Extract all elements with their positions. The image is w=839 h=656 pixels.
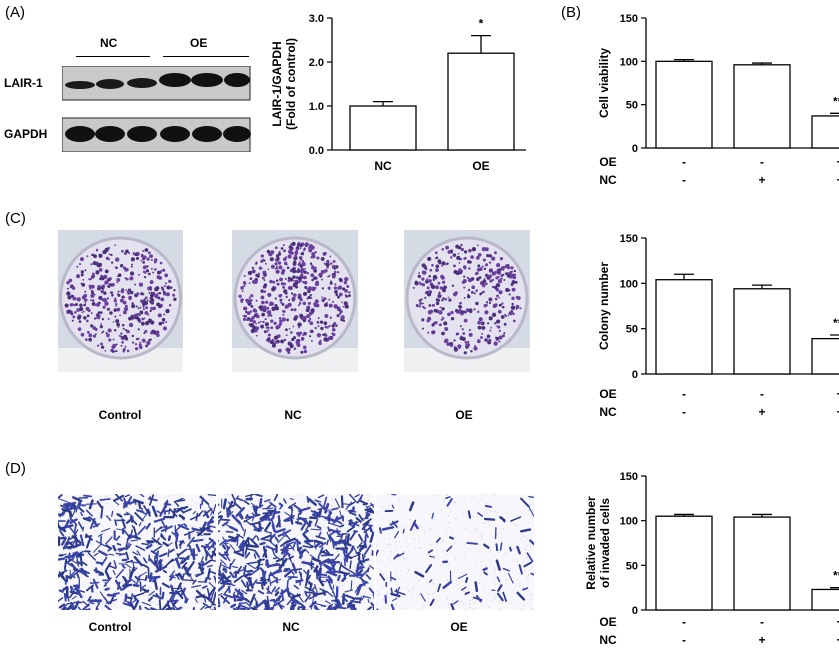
condition-mark: + bbox=[836, 633, 839, 647]
wb-row-gapdh: GAPDH bbox=[4, 127, 48, 141]
colony-label-control: Control bbox=[98, 408, 142, 422]
chart-b: 0 50 100 150 Cell viability *** OE - - + NC - + + bbox=[597, 13, 839, 187]
western-blot: NC OE LAIR-1 GAPDH bbox=[0, 0, 260, 160]
invasion-photo-oe bbox=[376, 494, 534, 610]
condition-mark: + bbox=[758, 173, 765, 187]
y-axis-label: Cell viability bbox=[597, 48, 611, 118]
panel-label-b: (B) bbox=[561, 4, 581, 21]
condition-row-label: OE bbox=[599, 155, 616, 169]
bar bbox=[811, 337, 839, 375]
condition-mark: - bbox=[682, 615, 686, 629]
condition-mark: - bbox=[760, 387, 764, 401]
x-tick-label: NC bbox=[374, 159, 392, 173]
bar bbox=[349, 105, 417, 151]
y-tick-label: 150 bbox=[620, 13, 638, 25]
bar bbox=[447, 52, 515, 151]
panel-label-a: (A) bbox=[5, 4, 25, 21]
invasion-label-oe: OE bbox=[450, 620, 468, 634]
invasion-photo-control bbox=[58, 494, 216, 610]
condition-row-label: OE bbox=[599, 615, 616, 629]
wb-blot-image bbox=[62, 66, 251, 152]
y-tick-label: 3.0 bbox=[309, 13, 324, 25]
y-tick-label: 0 bbox=[632, 605, 638, 617]
significance-label: *** bbox=[833, 569, 839, 583]
invasion-label-nc: NC bbox=[282, 620, 300, 634]
y-tick-label: 50 bbox=[626, 560, 638, 572]
x-tick-label: OE bbox=[472, 159, 489, 173]
colony-photo-oe bbox=[404, 230, 530, 372]
condition-mark: + bbox=[836, 155, 839, 169]
wb-group-nc: NC bbox=[100, 36, 118, 50]
y-tick-label: 0 bbox=[632, 369, 638, 381]
significance-label: *** bbox=[833, 94, 839, 108]
y-tick-label: 150 bbox=[620, 471, 638, 483]
condition-mark: - bbox=[682, 155, 686, 169]
y-axis-label: Relative number bbox=[584, 496, 598, 590]
y-axis-label: LAIR-1/GAPDH bbox=[270, 41, 284, 126]
condition-mark: + bbox=[836, 615, 839, 629]
condition-mark: - bbox=[760, 155, 764, 169]
condition-mark: - bbox=[760, 615, 764, 629]
panel-label-d: (D) bbox=[5, 460, 26, 477]
condition-mark: - bbox=[682, 173, 686, 187]
y-tick-label: 0.0 bbox=[309, 145, 324, 157]
condition-row-label: NC bbox=[599, 633, 617, 647]
y-tick-label: 50 bbox=[626, 100, 638, 112]
y-axis-label: Colony number bbox=[597, 262, 611, 350]
colony-photo-nc bbox=[232, 230, 358, 372]
invasion-photo-nc bbox=[218, 494, 374, 610]
y-axis-label: of invaded cells bbox=[598, 498, 612, 588]
bar bbox=[733, 288, 791, 375]
colony-label-nc: NC bbox=[284, 408, 302, 422]
condition-mark: + bbox=[836, 387, 839, 401]
wb-group-line-oe bbox=[163, 56, 249, 57]
bar bbox=[811, 588, 839, 611]
condition-mark: - bbox=[682, 633, 686, 647]
y-tick-label: 100 bbox=[620, 56, 638, 68]
bar bbox=[811, 115, 839, 149]
y-tick-label: 1.0 bbox=[309, 101, 324, 113]
chart-c: 0 50 100 150 Colony number *** OE - - + NC - + + bbox=[597, 233, 839, 419]
condition-row-label: NC bbox=[599, 405, 617, 419]
condition-mark: - bbox=[682, 387, 686, 401]
condition-mark: + bbox=[836, 405, 839, 419]
condition-mark: + bbox=[758, 405, 765, 419]
condition-mark: - bbox=[682, 405, 686, 419]
bar bbox=[733, 516, 791, 611]
condition-row-label: OE bbox=[599, 387, 616, 401]
chart-d: 0 50 100 150 Relative number of invaded cells… bbox=[584, 471, 839, 647]
wb-group-oe: OE bbox=[190, 36, 208, 50]
wb-row-lair1: LAIR-1 bbox=[4, 76, 43, 90]
bar bbox=[655, 515, 713, 611]
wb-group-line-nc bbox=[76, 56, 150, 57]
y-tick-label: 50 bbox=[626, 324, 638, 336]
bar bbox=[733, 64, 791, 149]
chart-a: 0.0 1.0 2.0 3.0 LAIR-1/GAPDH (Fold of control… bbox=[270, 13, 526, 173]
y-tick-label: 100 bbox=[620, 516, 638, 528]
bar bbox=[655, 60, 713, 149]
significance-label: *** bbox=[833, 316, 839, 330]
bar bbox=[655, 279, 713, 375]
y-tick-label: 100 bbox=[620, 278, 638, 290]
condition-mark: + bbox=[836, 173, 839, 187]
colony-label-oe: OE bbox=[455, 408, 473, 422]
y-tick-label: 2.0 bbox=[309, 57, 324, 69]
invasion-label-control: Control bbox=[88, 620, 132, 634]
y-tick-label: 150 bbox=[620, 233, 638, 245]
condition-mark: + bbox=[758, 633, 765, 647]
colony-photo-control bbox=[58, 230, 183, 372]
condition-row-label: NC bbox=[599, 173, 617, 187]
y-tick-label: 0 bbox=[632, 143, 638, 155]
panel-label-c: (C) bbox=[5, 210, 26, 227]
y-axis-label: (Fold of control) bbox=[284, 38, 298, 130]
significance-label: * bbox=[479, 17, 484, 31]
